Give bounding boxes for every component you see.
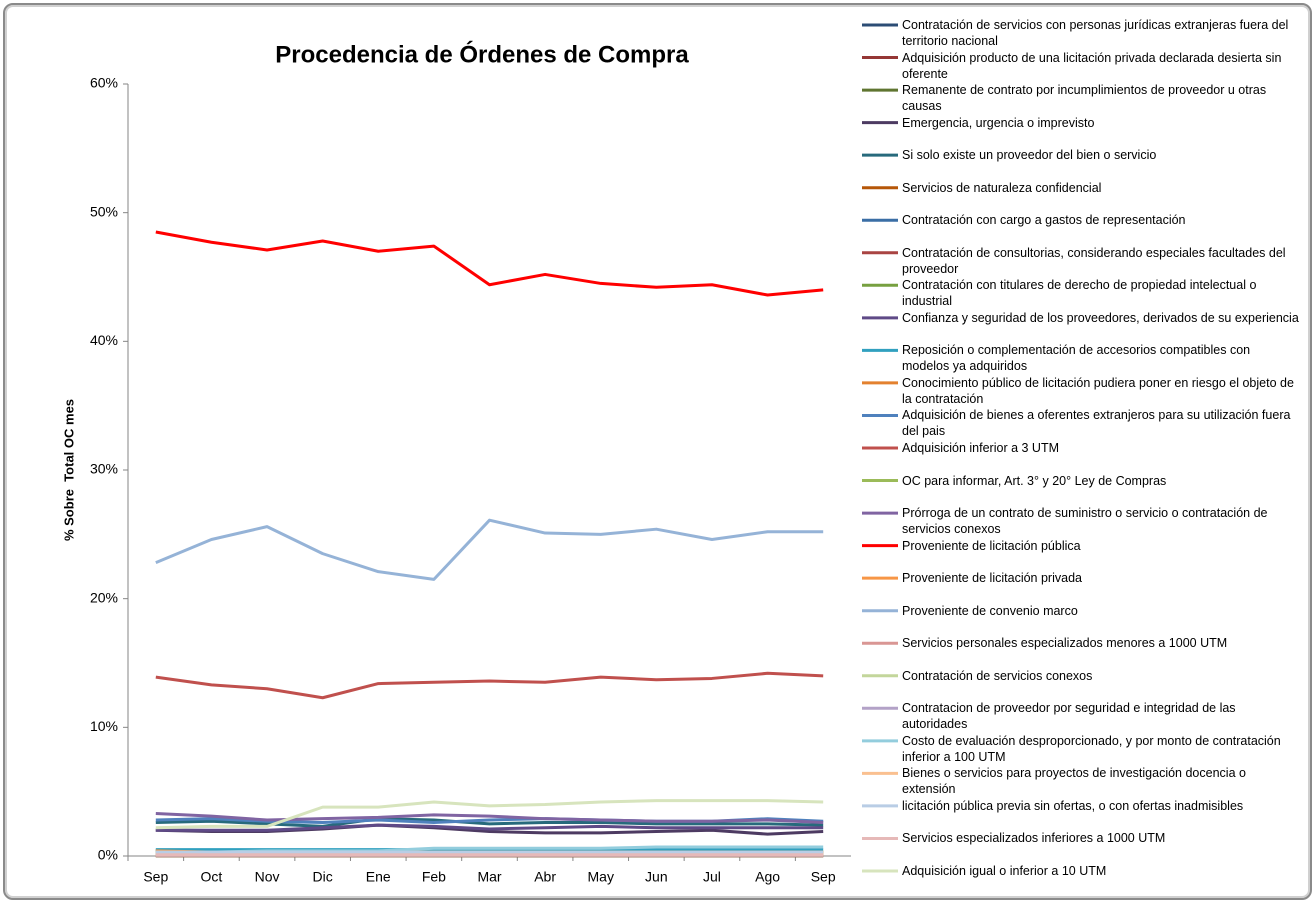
- y-tick-label: 50%: [90, 203, 118, 219]
- x-tick-label: Oct: [201, 869, 223, 885]
- legend-label: Conocimiento público de licitación pudie…: [902, 375, 1294, 406]
- legend-label: Servicios de naturaleza confidencial: [902, 180, 1102, 195]
- legend-label: Proveniente de licitación privada: [902, 571, 1082, 586]
- legend-label: Servicios especializados inferiores a 10…: [902, 831, 1166, 846]
- y-tick-label: 20%: [90, 589, 118, 605]
- legend-label: Adquisición producto de una licitación p…: [902, 50, 1282, 81]
- legend-label: Costo de evaluación desproporcionado, y …: [902, 733, 1281, 764]
- chart-frame: [3, 3, 1312, 900]
- x-tick-label: Mar: [477, 869, 501, 885]
- x-tick-label: Jun: [645, 869, 668, 885]
- legend-label: Adquisición inferior a 3 UTM: [902, 441, 1060, 455]
- legend-label: Contratación de servicios conexos: [902, 668, 1093, 683]
- legend-label: Contratación con titulares de derecho de…: [902, 278, 1257, 309]
- legend-label: Servicios personales especializados meno…: [902, 636, 1228, 651]
- x-tick-label: Abr: [534, 869, 556, 885]
- legend-label: Emergencia, urgencia o imprevisto: [902, 115, 1095, 130]
- x-tick-label: Nov: [255, 869, 280, 885]
- y-tick-label: 10%: [90, 718, 118, 734]
- y-tick-label: 0%: [98, 847, 118, 863]
- series-line: [155, 799, 824, 830]
- legend-label: licitación pública previa sin ofertas, o…: [902, 798, 1244, 813]
- legend-label: Remanente de contrato por incumplimiento…: [902, 83, 1267, 114]
- x-tick-label: Feb: [422, 869, 446, 885]
- legend-label: Proveniente de convenio marco: [902, 603, 1078, 618]
- series-line: [155, 823, 824, 832]
- legend-label: OC para informar, Art. 3° y 20° Ley de C…: [902, 473, 1167, 488]
- series-line: [155, 817, 824, 828]
- legend-label: Contratacion de proveedor por seguridad …: [902, 701, 1236, 732]
- x-tick-label: Sep: [811, 869, 836, 885]
- y-tick-label: 60%: [90, 75, 118, 91]
- x-tick-label: Jul: [703, 869, 721, 885]
- legend-label: Adquisición de bienes a oferentes extran…: [902, 408, 1291, 439]
- series-line: [155, 812, 824, 825]
- legend-label: Reposición o complementación de accesori…: [902, 343, 1251, 374]
- x-tick-label: Ene: [366, 869, 391, 885]
- legend-label: Contratación de servicios con personas j…: [902, 18, 1289, 48]
- legend-label: Proveniente de licitación pública: [902, 538, 1081, 553]
- x-tick-label: Sep: [143, 869, 168, 885]
- legend-label: Contratación con cargo a gastos de repre…: [902, 213, 1186, 228]
- y-axis-title: % Sobre Total OC mes: [61, 399, 76, 541]
- chart-title: Procedencia de Órdenes de Compra: [275, 40, 689, 68]
- x-tick-label: May: [588, 869, 614, 885]
- y-tick-label: 30%: [90, 461, 118, 477]
- y-tick-label: 40%: [90, 332, 118, 348]
- x-tick-label: Ago: [755, 869, 780, 885]
- series-line: [155, 671, 824, 700]
- legend-label: Bienes o servicios para proyectos de inv…: [902, 766, 1246, 797]
- legend-label: Confianza y seguridad de los proveedores…: [902, 310, 1299, 325]
- series-line: [155, 518, 824, 581]
- legend-label: Si solo existe un proveedor del bien o s…: [902, 148, 1157, 163]
- legend-label: Contratación de consultorias, consideran…: [902, 245, 1286, 276]
- legend-label: Adquisición igual o inferior a 10 UTM: [902, 864, 1107, 878]
- legend-label: Prórroga de un contrato de suministro o …: [902, 506, 1268, 537]
- x-tick-label: Dic: [313, 869, 333, 885]
- series-line: [155, 230, 824, 297]
